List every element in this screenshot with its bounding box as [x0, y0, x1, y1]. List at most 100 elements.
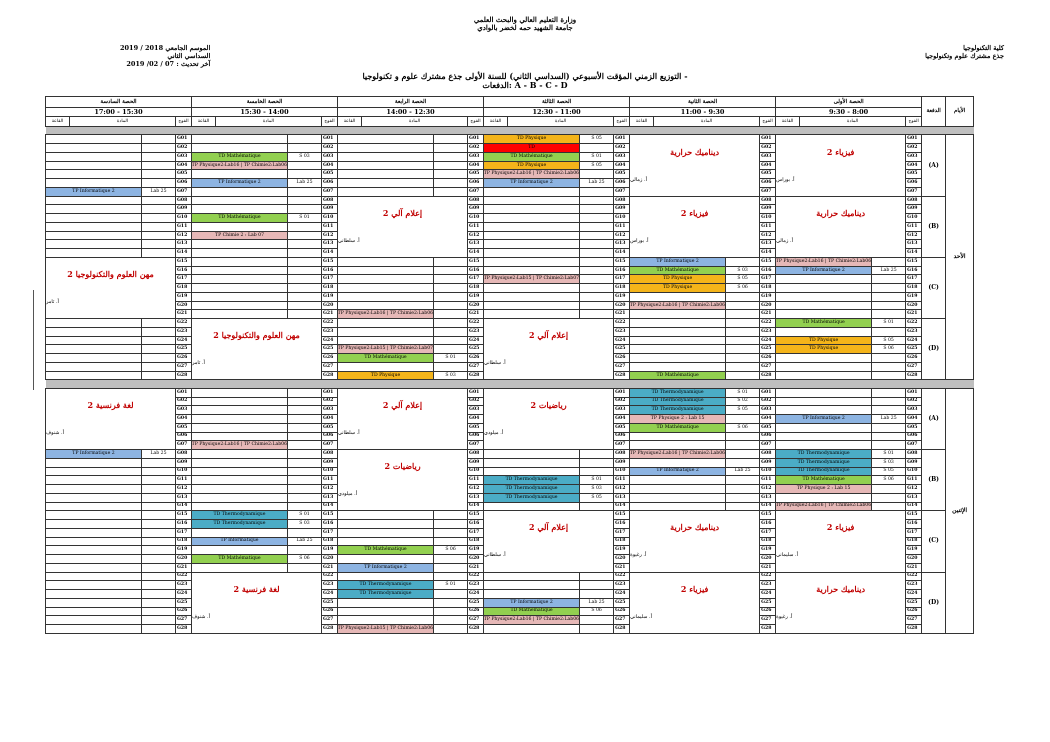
empty-session: [775, 440, 873, 451]
lecture-block: ديناميك حرارية أ. رغيوة: [629, 510, 761, 573]
lecture-block: لغة فرنسية 2 أ. شنوف: [191, 571, 322, 635]
group-id: G02: [613, 143, 631, 153]
group-id: G24: [613, 589, 631, 599]
empty-session: [45, 527, 142, 538]
empty-session: [45, 484, 142, 494]
group-id: G24: [467, 335, 485, 346]
session-label: TD Mathématique: [629, 265, 727, 276]
group-id: G13: [613, 239, 631, 250]
empty-room: [579, 221, 615, 232]
group-id: G08: [759, 449, 777, 459]
group-id: G10: [759, 213, 777, 223]
group-id: G20: [321, 554, 338, 564]
group-id: G15: [321, 256, 338, 267]
empty-room: [433, 361, 469, 372]
empty-session: [45, 361, 142, 372]
group-id: G02: [175, 143, 192, 153]
room-code: [725, 370, 761, 381]
empty-session: [775, 283, 873, 293]
room-header: القاعة: [191, 116, 216, 127]
group-id: G03: [175, 405, 192, 416]
group-id: G07: [175, 186, 192, 197]
empty-room: [433, 536, 469, 547]
empty-room: [141, 318, 176, 328]
empty-session: [336, 606, 435, 617]
group-id: G14: [175, 501, 192, 512]
empty-room: [287, 195, 322, 206]
empty-session: [191, 239, 288, 250]
lecture-block: لغة فرنسية 2 أ. شنوف: [45, 387, 176, 451]
session-label: TD Thermodynamique: [191, 510, 288, 521]
group-id: G20: [613, 300, 631, 311]
empty-session: [483, 221, 581, 232]
year-block: الموسم الجامعي 2018 / 2019 السداسي الثان…: [120, 44, 210, 68]
table-row: G21 G21 G21 G21 TP Informatique 2 G21 G21: [45, 562, 974, 573]
group-id: G14: [613, 501, 631, 512]
empty-room: [579, 300, 615, 311]
batch-label: (B): [921, 195, 947, 258]
empty-session: [45, 597, 142, 608]
subject-header: المادة: [507, 116, 615, 127]
group-id: G25: [321, 344, 338, 355]
empty-session: [336, 519, 435, 529]
group-id: G25: [467, 597, 485, 608]
empty-session: [336, 151, 435, 162]
group-id: G02: [905, 143, 923, 153]
group-header: الفوج: [467, 116, 485, 127]
group-id: G09: [759, 457, 777, 468]
room-code: S 06: [287, 554, 322, 564]
table-row: G16 Lab 25 TP Informatique 2 G16 S 03 TD Math…: [46, 265, 974, 276]
group-id: G01: [467, 387, 485, 398]
session-label: TP Physique2:Lab16 | TP Chimie2:Lab06: [483, 169, 581, 180]
room-code: S 01: [287, 213, 322, 223]
group-id: G08: [321, 195, 338, 206]
group-id: G17: [467, 527, 485, 538]
period-time: 15:30 - 17:00: [45, 106, 192, 118]
department-name: جذع مشترك علوم وتكنولوجيا: [925, 52, 1004, 60]
group-id: G12: [613, 484, 631, 494]
group-id: G25: [467, 344, 485, 355]
group-id: G16: [759, 519, 777, 529]
empty-session: [483, 624, 581, 634]
group-id: G16: [175, 265, 192, 276]
session-label: TP Physique2:Lab16 | TP Chimie2:Lab06: [336, 309, 435, 320]
lecture-block: إعلام آلي 2 أ. سلطاني: [336, 195, 469, 258]
empty-room: [725, 484, 761, 494]
empty-session: [336, 597, 435, 608]
group-id: G14: [759, 248, 777, 258]
group-id: G14: [759, 501, 777, 512]
group-id: G18: [905, 283, 923, 293]
group-header: الفوج: [905, 116, 923, 127]
lecture-subject: إعلام آلي 2: [528, 330, 569, 341]
empty-room: [141, 597, 176, 608]
empty-room: [579, 239, 615, 250]
group-id: G20: [175, 300, 192, 311]
empty-session: [45, 353, 142, 363]
table-row: G04 G04 G04 S 05 TD Physique G04 G04 TP Physiqu…: [45, 160, 974, 171]
session-label: TP Informatique 2: [191, 178, 288, 188]
empty-room: [287, 291, 322, 302]
room-code: [871, 501, 907, 512]
empty-room: [433, 519, 469, 529]
room-code: S 06: [871, 475, 907, 486]
group-id: G12: [175, 484, 192, 494]
group-id: G26: [905, 353, 923, 363]
empty-room: [141, 571, 176, 582]
empty-room: [433, 265, 469, 276]
group-id: G20: [175, 554, 192, 564]
lecture-block: ديناميك حرارية أ. رغيوة: [775, 571, 907, 635]
empty-room: [287, 387, 322, 398]
empty-room: [433, 300, 469, 311]
table-row: (C) G15 فيزياء 2 أ. سليماني G15 ديناميك حراري…: [45, 510, 974, 573]
period-time: 9:30 - 11:00: [629, 106, 777, 118]
group-id: G24: [759, 589, 777, 599]
empty-room: [725, 492, 761, 503]
empty-room: [871, 291, 907, 302]
empty-room: [141, 484, 176, 494]
empty-session: [191, 449, 288, 459]
empty-session: [191, 221, 288, 232]
empty-session: [775, 431, 873, 442]
period-time: 12:30 - 14:00: [336, 106, 485, 118]
group-id: G08: [175, 449, 192, 459]
group-id: G26: [321, 606, 338, 617]
